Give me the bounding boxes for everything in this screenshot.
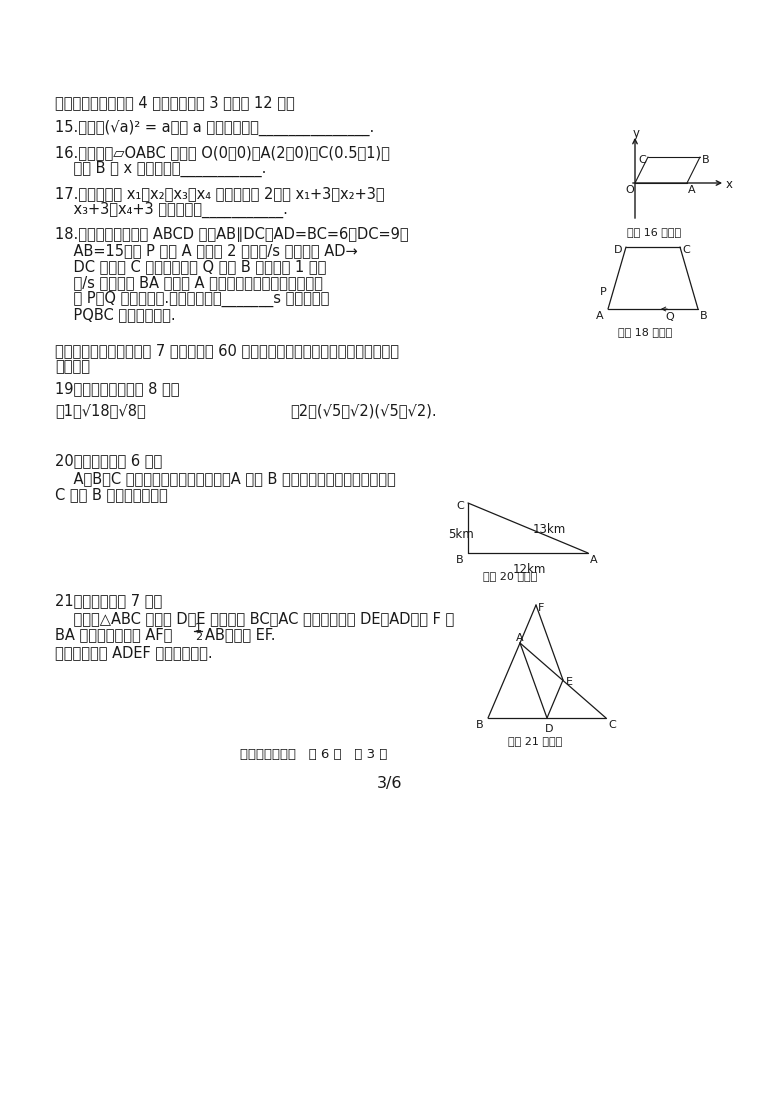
Text: DC 向终点 C 运动，同时点 Q 从点 B 出发，以 1 个单: DC 向终点 C 运动，同时点 Q 从点 B 出发，以 1 个单 bbox=[55, 259, 326, 274]
Text: （第 18 题图）: （第 18 题图） bbox=[618, 326, 672, 338]
Text: （1）√18＋√8；: （1）√18＋√8； bbox=[55, 403, 146, 418]
Text: O: O bbox=[625, 185, 633, 195]
Text: B: B bbox=[700, 311, 707, 321]
Text: 则点 B 到 x 轴的距离是___________.: 则点 B 到 x 轴的距离是___________. bbox=[55, 161, 267, 178]
Text: B: B bbox=[456, 555, 463, 565]
Text: C: C bbox=[638, 156, 646, 165]
Text: 16.　如图，▱OABC 的顶点 O(0，0)，A(2，0)，C(0.5，1)，: 16. 如图，▱OABC 的顶点 O(0，0)，A(2，0)，C(0.5，1)， bbox=[55, 144, 390, 160]
Text: （第 16 题图）: （第 16 题图） bbox=[627, 227, 681, 237]
Text: C: C bbox=[608, 720, 615, 730]
Text: 算步骤）: 算步骤） bbox=[55, 358, 90, 374]
Text: B: B bbox=[476, 720, 484, 730]
Text: BA 的延长线上，且 AF＝: BA 的延长线上，且 AF＝ bbox=[55, 627, 172, 642]
Text: A: A bbox=[596, 311, 604, 321]
Text: 如图，△ABC 中，点 D、E 分别是边 BC、AC 的中点，连接 DE、AD，点 F 在: 如图，△ABC 中，点 D、E 分别是边 BC、AC 的中点，连接 DE、AD，… bbox=[55, 611, 454, 627]
Text: A、B、C 三地的两两距离如图所示，A 地在 B 地的正东方向，通过计算说明: A、B、C 三地的两两距离如图所示，A 地在 B 地的正东方向，通过计算说明 bbox=[55, 471, 395, 486]
Text: 点 P、Q 就停止运动.当运动时间为_______s 时，四边形: 点 P、Q 就停止运动.当运动时间为_______s 时，四边形 bbox=[55, 291, 329, 308]
Text: y: y bbox=[633, 127, 640, 140]
Text: 二、填空题（本题共 4 道小题，每题 3 分，共 12 分）: 二、填空题（本题共 4 道小题，每题 3 分，共 12 分） bbox=[55, 95, 295, 110]
Text: P: P bbox=[600, 287, 607, 297]
Text: 3/6: 3/6 bbox=[378, 777, 402, 791]
Text: E: E bbox=[566, 677, 573, 687]
Text: D: D bbox=[545, 724, 554, 733]
Text: 1: 1 bbox=[195, 623, 202, 633]
Text: 13km: 13km bbox=[533, 523, 566, 536]
Text: 八年级数学试卷   共 6 页   第 3 页: 八年级数学试卷 共 6 页 第 3 页 bbox=[240, 748, 388, 761]
Text: D: D bbox=[614, 245, 622, 255]
Text: C: C bbox=[682, 245, 690, 255]
Text: C: C bbox=[456, 501, 464, 511]
Text: x: x bbox=[726, 178, 733, 191]
Text: C 地在 B 地的什么方向？: C 地在 B 地的什么方向？ bbox=[55, 488, 168, 502]
Text: （第 21 题图）: （第 21 题图） bbox=[508, 736, 562, 746]
Text: 12km: 12km bbox=[513, 563, 546, 576]
Text: A: A bbox=[590, 555, 597, 565]
Text: 三、解答题：（本大题共 7 个小题，共 60 分．解答应写出文字说明、证明过程或演: 三、解答题：（本大题共 7 个小题，共 60 分．解答应写出文字说明、证明过程或… bbox=[55, 343, 399, 358]
Text: Q: Q bbox=[665, 312, 674, 322]
Text: AB，连接 EF.: AB，连接 EF. bbox=[205, 627, 275, 642]
Text: 18.　如图，在四边形 ABCD 中，AB∥DC，AD=BC=6，DC=9，: 18. 如图，在四边形 ABCD 中，AB∥DC，AD=BC=6，DC=9， bbox=[55, 227, 409, 242]
Text: F: F bbox=[538, 603, 544, 613]
Text: B: B bbox=[702, 156, 710, 165]
Text: （2）(√5＋√2)(√5－√2).: （2）(√5＋√2)(√5－√2). bbox=[290, 403, 437, 418]
Text: 21．（本题满分 7 分）: 21．（本题满分 7 分） bbox=[55, 593, 162, 608]
Text: A: A bbox=[688, 185, 696, 195]
Text: PQBC 为平行四边形.: PQBC 为平行四边形. bbox=[55, 307, 176, 322]
Text: 20．（本题满分 6 分）: 20．（本题满分 6 分） bbox=[55, 453, 162, 468]
Text: AB=15，点 P 从点 A 出发以 2 个单位/s 的速度沿 AD→: AB=15，点 P 从点 A 出发以 2 个单位/s 的速度沿 AD→ bbox=[55, 243, 358, 258]
Text: 求证：四边形 ADEF 是平行四边形.: 求证：四边形 ADEF 是平行四边形. bbox=[55, 645, 213, 660]
Text: A: A bbox=[516, 633, 523, 643]
Text: x₃+3、x₄+3 的平均数是___________.: x₃+3、x₄+3 的平均数是___________. bbox=[55, 202, 288, 218]
Text: 位/s 的速度沿 BA 向终点 A 运动．当有一点到达终点时，: 位/s 的速度沿 BA 向终点 A 运动．当有一点到达终点时， bbox=[55, 275, 323, 290]
Text: （第 20 题图）: （第 20 题图） bbox=[483, 571, 537, 581]
Text: 2: 2 bbox=[195, 632, 202, 642]
Text: 15.　已知(√a)² = a，则 a 的取値范围是_______________.: 15. 已知(√a)² = a，则 a 的取値范围是______________… bbox=[55, 120, 374, 136]
Text: 19．计算（本题满分 8 分）: 19．计算（本题满分 8 分） bbox=[55, 381, 179, 396]
Text: 17.　已知样本 x₁、x₂、x₃、x₄ 的平均数是 2，则 x₁+3、x₂+3、: 17. 已知样本 x₁、x₂、x₃、x₄ 的平均数是 2，则 x₁+3、x₂+3… bbox=[55, 186, 385, 201]
Text: 5km: 5km bbox=[448, 528, 473, 540]
